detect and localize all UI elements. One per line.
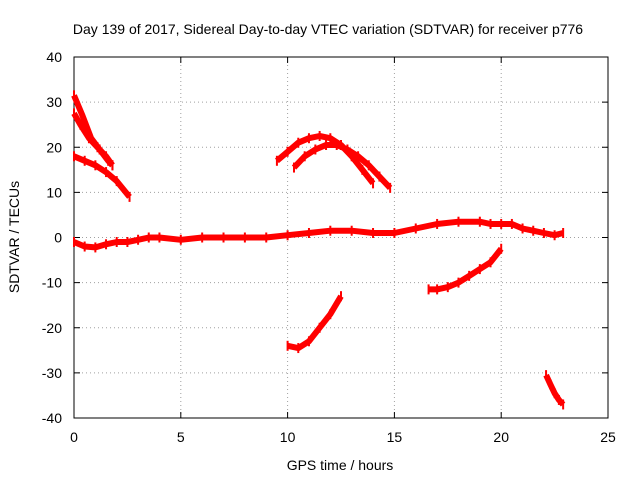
- x-tick-label: 0: [70, 429, 78, 445]
- y-tick-label: -20: [42, 320, 62, 336]
- x-tick-label: 5: [177, 429, 185, 445]
- series-arc-early-high-b: [71, 111, 115, 168]
- axis-ticks: [73, 56, 609, 419]
- y-tick-label: 0: [54, 230, 62, 246]
- series-arc-midday-lower: [291, 142, 393, 190]
- x-tick-label: 10: [280, 429, 296, 445]
- x-tick-labels: 0 5 10 15 20 25: [70, 429, 616, 445]
- series-baseline-near-zero: [72, 218, 564, 251]
- y-tick-label: 30: [46, 94, 62, 110]
- y-tick-label: -30: [42, 365, 62, 381]
- y-tick-labels: -40 -30 -20 -10 0 10 20 30 40: [42, 49, 62, 426]
- y-tick-label: 10: [46, 184, 62, 200]
- y-tick-label: -10: [42, 275, 62, 291]
- y-tick-label: 20: [46, 139, 62, 155]
- x-tick-label: 20: [493, 429, 509, 445]
- x-tick-label: 15: [387, 429, 403, 445]
- y-tick-label: 40: [46, 49, 62, 65]
- series-arc-early-mid: [72, 153, 132, 199]
- x-tick-label: 25: [600, 429, 616, 445]
- series-arc-midday-negative: [286, 294, 344, 352]
- y-tick-label: -40: [42, 410, 62, 426]
- chart-title: Day 139 of 2017, Sidereal Day-to-day VTE…: [73, 21, 583, 37]
- data-series: [71, 90, 566, 410]
- y-axis-label: SDTVAR / TECUs: [6, 181, 22, 293]
- x-axis-label: GPS time / hours: [287, 457, 394, 473]
- series-arc-midday-upper: [274, 133, 376, 186]
- series-arc-afternoon-negative: [428, 246, 504, 293]
